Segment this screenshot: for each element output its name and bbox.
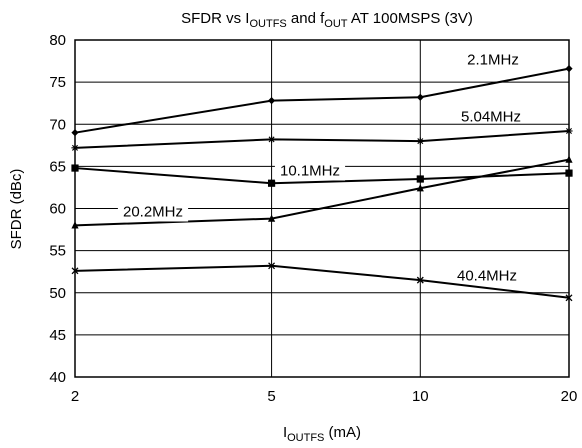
series-label: 40.4MHz	[457, 268, 517, 285]
data-point	[416, 184, 424, 192]
series-label-knockout	[274, 161, 346, 181]
series-line	[74, 167, 570, 185]
chart-title: SFDR vs IOUTFS and fOUT AT 100MSPS (3V)	[181, 10, 473, 30]
data-point-stroke	[268, 136, 275, 143]
data-point	[267, 97, 276, 105]
y-tick-label: 40	[49, 369, 66, 386]
series-line	[74, 67, 570, 134]
series-line	[74, 129, 570, 149]
data-point	[416, 137, 424, 145]
data-point	[267, 214, 276, 222]
series-label: 20.2MHz	[123, 204, 183, 221]
data-point-stroke	[417, 138, 424, 145]
x-tick-label: 10	[412, 388, 429, 405]
data-point	[268, 262, 276, 270]
y-tick-label: 70	[49, 116, 66, 133]
y-tick-label: 50	[49, 285, 66, 302]
y-tick-label: 60	[49, 201, 66, 218]
x-tick-label: 2	[71, 388, 79, 405]
x-tick-label: 20	[561, 388, 578, 405]
series-label-knockout	[117, 202, 189, 222]
y-tick-label: 75	[49, 74, 66, 91]
data-point	[416, 175, 424, 183]
series	[71, 65, 573, 137]
data-point	[267, 179, 276, 187]
series-label: 10.1MHz	[280, 163, 340, 180]
data-point	[267, 135, 276, 144]
series-label: 5.04MHz	[461, 109, 521, 126]
tick-labels: 40 45 50 55 60 65 70 75 80 2 5 10 20	[49, 32, 577, 405]
series-line	[74, 264, 570, 299]
y-axis-title: SFDR (dBc)	[8, 169, 25, 250]
series	[71, 127, 573, 152]
plot-frame	[74, 39, 570, 378]
y-tick-label: 45	[49, 327, 66, 344]
data-point-stroke	[416, 276, 424, 284]
series-lines	[71, 65, 573, 302]
series-label: 2.1MHz	[467, 52, 519, 69]
data-point-stroke	[268, 262, 276, 270]
series-line	[74, 158, 570, 227]
x-tick-label: 5	[267, 388, 275, 405]
series-labels: 2.1MHz 5.04MHz 10.1MHz 20.2MHz 40.4MHz	[117, 52, 521, 285]
y-tick-label: 65	[49, 158, 66, 175]
data-point	[416, 276, 424, 284]
y-tick-label: 80	[49, 32, 66, 49]
y-tick-label: 55	[49, 243, 66, 260]
x-axis-title: IOUTFS (mA)	[283, 424, 361, 444]
data-point	[416, 93, 424, 101]
